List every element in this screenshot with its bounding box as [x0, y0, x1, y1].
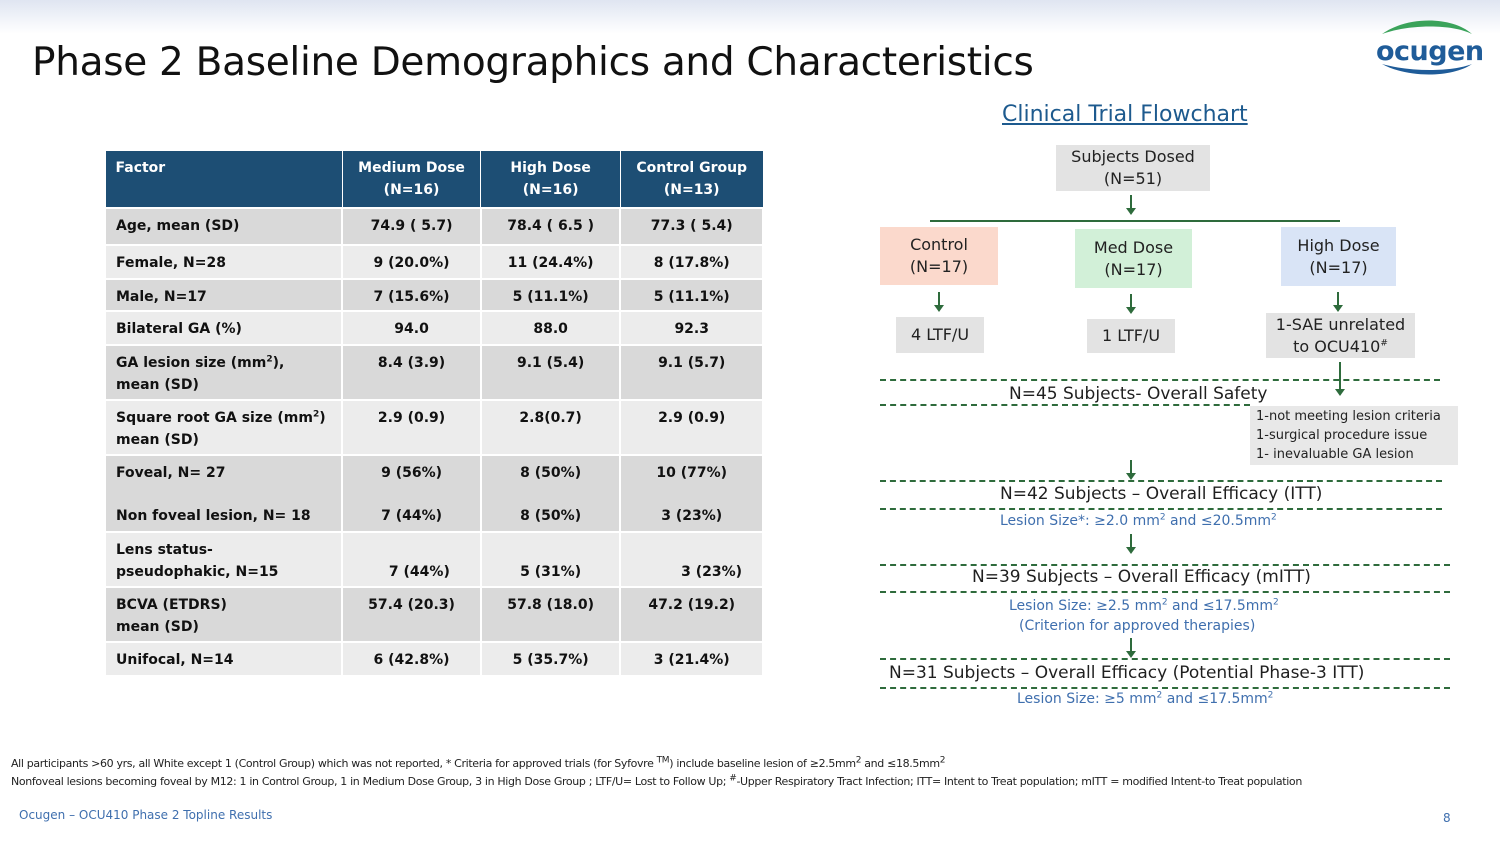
- dashed-divider: [880, 591, 1450, 593]
- cell-control: 92.3: [619, 310, 764, 346]
- cell-medium: 6 (42.8%): [341, 641, 482, 677]
- phase3-criteria-text: Lesion Size: ≥5 mm2 and ≤17.5mm2: [1017, 690, 1274, 707]
- control-arm-box: Control (N=17): [880, 227, 998, 285]
- cell-high: 11 (24.4%): [479, 244, 622, 280]
- cell-medium: 9 (56%) 7 (44%): [341, 454, 482, 533]
- page-number: 8: [1443, 811, 1451, 825]
- row-label-sqrt-size: Square root GA size (mm2) mean (SD): [103, 399, 344, 456]
- table-row: BCVA (ETDRS) mean (SD) 57.4 (20.3) 57.8 (…: [103, 586, 764, 643]
- row-label-lens: Lens status-pseudophakic, N=15: [103, 531, 344, 588]
- cell-control: 3 (21.4%): [619, 641, 764, 677]
- cell-medium: 8.4 (3.9): [341, 344, 482, 401]
- dashed-divider: [880, 480, 1442, 482]
- cell-control: 3 (23%): [619, 531, 764, 588]
- cell-medium: 57.4 (20.3): [341, 586, 482, 643]
- dashed-divider: [880, 564, 1450, 566]
- table-row: Female, N=28 9 (20.0%) 11 (24.4%) 8 (17.…: [103, 244, 764, 280]
- footer-presentation-title: Ocugen – OCU410 Phase 2 Topline Results: [19, 808, 273, 822]
- table-row: Unifocal, N=14 6 (42.8%) 5 (35.7%) 3 (21…: [103, 641, 764, 677]
- cell-medium: 7 (15.6%): [341, 278, 482, 312]
- dashed-divider: [880, 508, 1442, 510]
- cell-medium: 74.9 ( 5.7): [341, 207, 482, 246]
- dashed-divider: [880, 404, 1250, 406]
- med-loss-box: 1 LTF/U: [1087, 319, 1175, 353]
- high-dose-arm-box: High Dose (N=17): [1281, 227, 1396, 286]
- itt-population-label: N=42 Subjects – Overall Efficacy (ITT): [1000, 484, 1323, 504]
- row-label-bilateral: Bilateral GA (%): [103, 310, 344, 346]
- exclusions-box: 1-not meeting lesion criteria 1-surgical …: [1250, 406, 1458, 465]
- med-dose-arm-box: Med Dose (N=17): [1075, 229, 1192, 288]
- cell-high: 9.1 (5.4): [479, 344, 622, 401]
- cell-high: 5 (31%): [479, 531, 622, 588]
- table-row: Male, N=17 7 (15.6%) 5 (11.1%) 5 (11.1%): [103, 278, 764, 312]
- row-label-lesion-size: GA lesion size (mm2), mean (SD): [103, 344, 344, 401]
- dashed-divider: [880, 658, 1450, 660]
- footnote-line-2: Nonfoveal lesions becoming foveal by M12…: [11, 773, 1302, 788]
- cell-high: 8 (50%) 8 (50%): [479, 454, 622, 533]
- dashed-divider: [880, 687, 1450, 689]
- table-row: Square root GA size (mm2) mean (SD) 2.9 (…: [103, 399, 764, 456]
- header-factor: Factor: [104, 150, 343, 209]
- company-logo: ocugen: [1372, 14, 1484, 78]
- cell-control: 77.3 ( 5.4): [619, 207, 764, 246]
- header-high-dose: High Dose (N=16): [480, 150, 621, 209]
- cell-medium: 2.9 (0.9): [341, 399, 482, 456]
- row-label-bcva: BCVA (ETDRS) mean (SD): [103, 586, 344, 643]
- page-title: Phase 2 Baseline Demographics and Charac…: [32, 40, 1034, 85]
- subjects-dosed-box: Subjects Dosed (N=51): [1056, 145, 1210, 191]
- row-label-foveal: Foveal, N= 27 Non foveal lesion, N= 18: [103, 454, 344, 533]
- header-control-group: Control Group (N=13): [619, 150, 764, 209]
- table-row: GA lesion size (mm2), mean (SD) 8.4 (3.9)…: [103, 344, 764, 401]
- table-header-row: Factor Medium Dose (N=16) High Dose (N=16)…: [104, 150, 764, 209]
- cell-high: 88.0: [479, 310, 622, 346]
- safety-population-label: N=45 Subjects- Overall Safety: [1009, 384, 1268, 404]
- control-loss-box: 4 LTF/U: [896, 317, 984, 353]
- cell-high: 57.8 (18.0): [479, 586, 622, 643]
- table-row: Bilateral GA (%) 94.0 88.0 92.3: [103, 310, 764, 346]
- mitt-criteria-text: Lesion Size: ≥2.5 mm2 and ≤17.5mm2: [1009, 597, 1279, 614]
- dashed-divider: [880, 379, 1440, 381]
- phase3-population-label: N=31 Subjects – Overall Efficacy (Potent…: [889, 663, 1365, 683]
- logo-wordmark: ocugen: [1376, 36, 1484, 67]
- cell-medium: 7 (44%): [341, 531, 482, 588]
- cell-high: 2.8(0.7): [479, 399, 622, 456]
- cell-medium: 94.0: [341, 310, 482, 346]
- mitt-population-label: N=39 Subjects – Overall Efficacy (mITT): [972, 567, 1311, 587]
- table-row: Age, mean (SD) 74.9 ( 5.7) 78.4 ( 6.5 ) …: [103, 207, 764, 246]
- cell-control: 47.2 (19.2): [619, 586, 764, 643]
- table-row: Lens status-pseudophakic, N=15 7 (44%) 5…: [103, 531, 764, 588]
- row-label-age: Age, mean (SD): [103, 207, 344, 246]
- cell-control: 5 (11.1%): [619, 278, 764, 312]
- branch-connector-line: [930, 220, 1340, 222]
- high-loss-box: 1-SAE unrelated to OCU410#: [1266, 313, 1415, 358]
- cell-high: 5 (35.7%): [479, 641, 622, 677]
- cell-control: 9.1 (5.7): [619, 344, 764, 401]
- mitt-criteria-note: (Criterion for approved therapies): [1019, 618, 1256, 634]
- top-gradient-band: [0, 0, 1500, 34]
- cell-high: 78.4 ( 6.5 ): [479, 207, 622, 246]
- logo-swoosh-icon: [1382, 20, 1472, 75]
- row-label-unifocal: Unifocal, N=14: [103, 641, 344, 677]
- row-label-female: Female, N=28: [103, 244, 344, 280]
- row-label-male: Male, N=17: [103, 278, 344, 312]
- cell-medium: 9 (20.0%): [341, 244, 482, 280]
- header-medium-dose: Medium Dose (N=16): [341, 150, 482, 209]
- cell-control: 2.9 (0.9): [619, 399, 764, 456]
- flowchart-heading: Clinical Trial Flowchart: [1002, 102, 1248, 127]
- demographics-table: Factor Medium Dose (N=16) High Dose (N=16)…: [103, 150, 764, 677]
- cell-control: 10 (77%) 3 (23%): [619, 454, 764, 533]
- footnote-line-1: All participants >60 yrs, all White exce…: [11, 755, 946, 770]
- cell-high: 5 (11.1%): [479, 278, 622, 312]
- cell-control: 8 (17.8%): [619, 244, 764, 280]
- itt-criteria-text: Lesion Size*: ≥2.0 mm2 and ≤20.5mm2: [1000, 512, 1277, 529]
- table-row: Foveal, N= 27 Non foveal lesion, N= 18 9 …: [103, 454, 764, 533]
